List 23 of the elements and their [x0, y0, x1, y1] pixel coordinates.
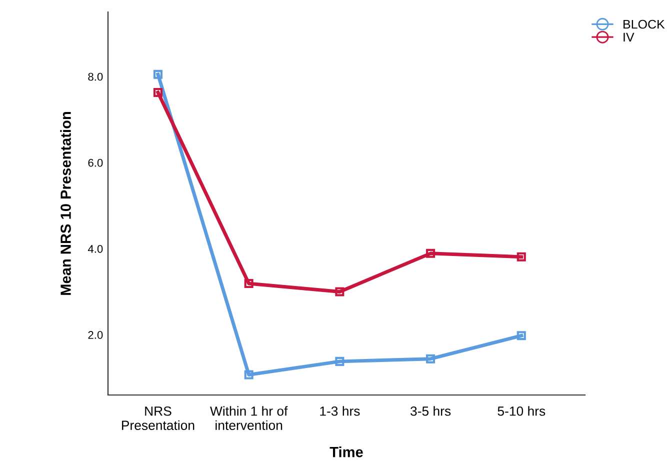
x-tick-label: Within 1 hr of intervention: [210, 406, 288, 430]
point: [516, 252, 526, 262]
x-axis-title: Time: [330, 446, 363, 458]
x-tick-label: 3-5 hrs: [410, 406, 451, 416]
point: [426, 248, 436, 258]
y-axis-title: Mean NRS 10 Presentation: [60, 112, 71, 295]
point: [244, 279, 254, 288]
point: [426, 354, 436, 364]
legend-label: BLOCK: [624, 20, 665, 29]
x-tick-label: 5-10 hrs: [498, 406, 546, 416]
point: [516, 331, 526, 340]
y-tick-label: 2.0: [88, 331, 103, 339]
y-tick-label: 6.0: [88, 158, 103, 167]
point: [153, 70, 162, 79]
point: [335, 287, 344, 296]
point: [153, 88, 162, 97]
x-tick-label: 1-3 hrs: [320, 406, 360, 416]
legend-label: IV: [624, 32, 634, 42]
point: [244, 370, 254, 380]
y-tick-label: 4.0: [88, 244, 103, 253]
y-tick-label: 8.0: [88, 72, 103, 81]
x-tick-label: NRS Presentation: [122, 406, 194, 430]
point: [335, 356, 344, 366]
